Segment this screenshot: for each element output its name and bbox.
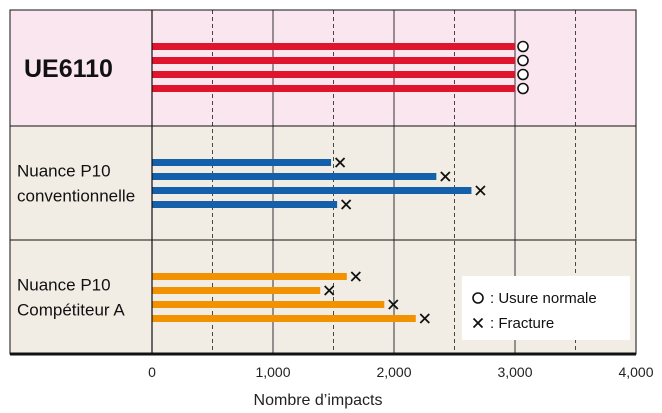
- fracture-stroke: [340, 199, 352, 210]
- legend-box: [462, 276, 630, 340]
- bar: [152, 159, 332, 166]
- fracture-stroke: [324, 285, 335, 296]
- fracture-stroke: [419, 313, 430, 324]
- bar: [152, 273, 347, 280]
- group-labels: UE6110 Nuance P10 conventionnelle Nuance P1…: [17, 55, 135, 320]
- wear-marker: [517, 68, 529, 81]
- group-label-line: Nuance P10: [17, 162, 111, 181]
- x-tick-label: 4,000: [618, 364, 653, 380]
- markers-layer: [324, 40, 529, 324]
- fracture-marker: [340, 199, 352, 210]
- bar: [152, 43, 515, 50]
- fracture-marker: [388, 299, 399, 310]
- bar: [152, 71, 515, 78]
- fracture-marker: [334, 157, 346, 168]
- group-label-line: Nuance P10: [17, 276, 111, 295]
- x-tick-label: 3,000: [497, 364, 532, 380]
- x-tick-label: 2,000: [376, 364, 411, 380]
- bar: [152, 173, 437, 180]
- bar: [152, 57, 515, 64]
- fracture-marker: [324, 285, 335, 296]
- wear-marker: [517, 40, 529, 53]
- group-background: [10, 126, 636, 240]
- x-axis-label: Nombre d’impacts: [254, 392, 383, 409]
- bar: [152, 187, 472, 194]
- fracture-marker: [419, 313, 430, 324]
- bars-layer: [152, 43, 515, 322]
- fracture-marker: [475, 185, 486, 196]
- legend-label: : Usure normale: [490, 290, 597, 307]
- group-label-line: UE6110: [24, 55, 113, 83]
- bar: [152, 85, 515, 92]
- fracture-stroke: [350, 271, 361, 282]
- wear-marker: [517, 54, 529, 67]
- bar: [152, 201, 338, 208]
- chart-frame: [9, 9, 637, 356]
- fracture-stroke: [334, 157, 346, 168]
- x-tick-label: 0: [148, 364, 156, 380]
- legend-label: : Fracture: [490, 315, 554, 332]
- legend: : Usure normale : Fracture: [462, 276, 630, 340]
- group-label-line: conventionnelle: [17, 187, 135, 206]
- group-background: [10, 10, 636, 126]
- legend-circle-icon: [472, 292, 484, 304]
- wear-marker: [517, 82, 529, 95]
- legend-cross-icon: [472, 317, 484, 329]
- fracture-stroke: [475, 185, 486, 196]
- x-tick-label: 1,000: [255, 364, 290, 380]
- fracture-marker: [350, 271, 361, 282]
- fracture-stroke: [388, 299, 399, 310]
- bar: [152, 287, 321, 294]
- fracture-stroke: [440, 171, 451, 182]
- legend-cross-stroke: [472, 317, 484, 329]
- fracture-marker: [440, 171, 451, 182]
- x-tick-labels: 0 1,000 2,000 3,000 4,000: [148, 364, 654, 380]
- bar: [152, 301, 385, 308]
- group-label-line: Compétiteur A: [17, 301, 125, 320]
- bar: [152, 315, 416, 322]
